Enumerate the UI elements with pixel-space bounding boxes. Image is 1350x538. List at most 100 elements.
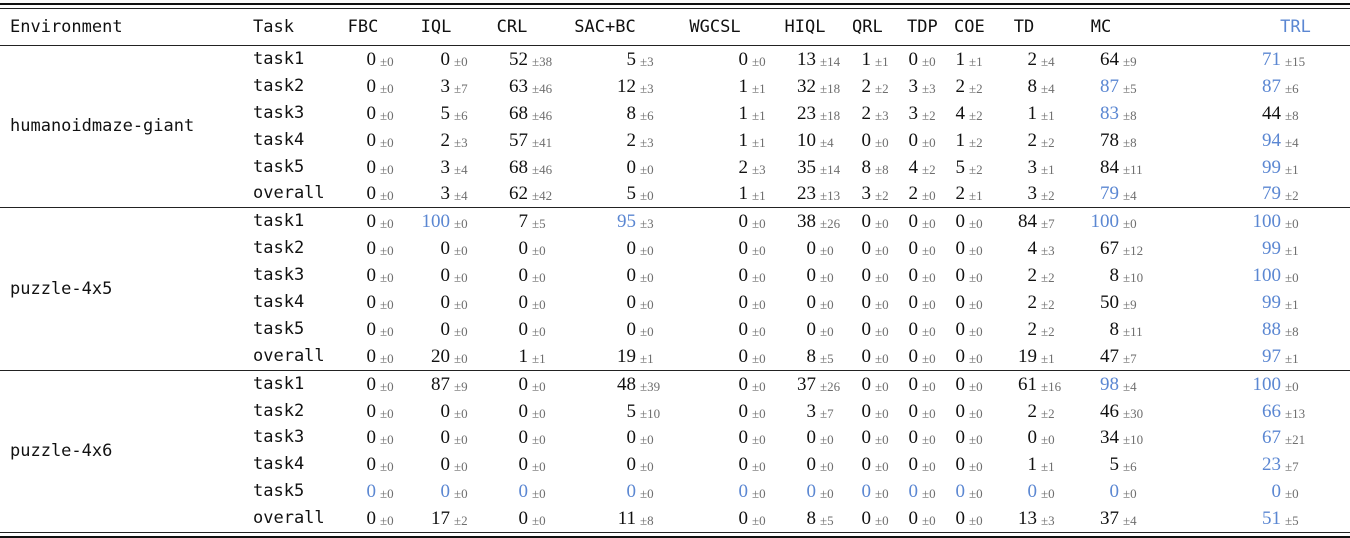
std-value: ±0 [820, 486, 834, 502]
col-header-tdp: TDP [907, 9, 954, 46]
score-value: 88 [1262, 318, 1281, 340]
score-value: 5 [440, 102, 451, 124]
std-value: ±1 [532, 350, 546, 366]
std-value: ±14 [820, 53, 841, 69]
score-cell: 79 ±2 [1155, 180, 1350, 207]
task-label: task2 [253, 400, 305, 421]
std-value: ±3 [454, 134, 468, 150]
table-row-humanoidmaze-giant-task4: task4 0 ±0 2 ±3 57 ±41 2 ±3 1 ±1 10 ±4 0 ±0 0 ±0 1 ±2 2 ±2 78… [0, 127, 1350, 154]
task-label: task2 [253, 238, 305, 259]
table-row-puzzle-4x5-task5: task5 0 ±0 0 ±0 0 ±0 0 ±0 0 ±0 0 ±0 0 ±0 0 ±0 0 ±0 2 ±2 8 ±11 8… [0, 316, 1350, 343]
score-value: 2 [955, 75, 966, 97]
score-value: 2 [955, 183, 966, 205]
score-cell: 64 ±9 [1073, 44, 1155, 73]
score-cell: 2 ±2 [1001, 316, 1073, 343]
score-cell: 0 ±0 [672, 44, 784, 73]
score-value: 0 [908, 454, 919, 476]
std-value: ±7 [454, 80, 468, 96]
score-value: 66 [1262, 400, 1281, 422]
score-value: 1 [1027, 454, 1038, 476]
score-cell: 34 ±10 [1073, 424, 1155, 451]
std-value: ±0 [380, 432, 394, 448]
score-cell: 0 ±0 [852, 505, 907, 532]
score-value: 3 [440, 156, 451, 178]
std-value: ±3 [875, 107, 889, 123]
score-cell: 100 ±0 [1155, 369, 1350, 398]
score-cell: 0 ±0 [954, 424, 1001, 451]
score-cell: 0 ±0 [954, 343, 1001, 370]
score-value: 1 [518, 345, 529, 367]
col-header-wgcsl: WGCSL [672, 9, 784, 46]
score-value: 0 [861, 265, 872, 287]
std-value: ±11 [1123, 161, 1143, 177]
score-value: 99 [1262, 291, 1281, 313]
score-value: 0 [738, 454, 749, 476]
score-value: 71 [1262, 48, 1281, 70]
score-cell: 0 ±0 [784, 235, 852, 262]
score-cell: 0 ±0 [412, 316, 486, 343]
score-cell: 84 ±11 [1073, 154, 1155, 181]
table-row-humanoidmaze-giant-task1: humanoidmaze-giant task1 0 ±0 0 ±0 52 ±38 5 ±3 0 ±0… [0, 44, 1350, 208]
score-cell: 0 ±0 [784, 262, 852, 289]
table-row-puzzle-4x6-task4: task4 0 ±0 0 ±0 0 ±0 0 ±0 0 ±0 0 ±0 0 ±0 0 ±0 0 ±0 1 ±1 5 ±6 23… [0, 451, 1350, 478]
std-value: ±0 [820, 323, 834, 339]
score-value: 19 [617, 345, 636, 367]
score-cell: 0 ±0 [784, 478, 852, 505]
score-value: 44 [1262, 102, 1281, 124]
std-value: ±0 [454, 243, 468, 259]
score-value: 0 [518, 291, 529, 313]
score-value: 8 [806, 345, 817, 367]
score-cell: 0 ±0 [907, 505, 954, 532]
score-cell: 17 ±2 [412, 505, 486, 532]
std-value: ±0 [380, 188, 394, 204]
table-row-puzzle-4x5-overall: overall 0 ±0 20 ±0 1 ±1 19 ±1 0 ±0 8 ±5 0 ±0 0 ±0 0 ±0 19 ±1… [0, 343, 1350, 370]
score-cell: 0 ±0 [672, 289, 784, 316]
score-cell: 0 ±0 [672, 369, 784, 398]
std-value: ±2 [922, 107, 936, 123]
std-value: ±6 [454, 107, 468, 123]
score-value: 0 [518, 508, 529, 530]
score-value: 37 [1100, 508, 1119, 530]
score-cell: 83 ±8 [1073, 100, 1155, 127]
score-cell: 0 ±0 [486, 398, 564, 425]
std-value: ±0 [875, 216, 889, 232]
score-cell: 0 ±0 [412, 478, 486, 505]
std-value: ±1 [1041, 161, 1055, 177]
score-value: 67 [1262, 427, 1281, 449]
std-value: ±1 [752, 134, 766, 150]
score-cell: 0 ±0 [672, 451, 784, 478]
score-value: 0 [738, 508, 749, 530]
std-value: ±1 [1041, 459, 1055, 475]
task-label: task4 [253, 454, 305, 475]
score-value: 0 [1109, 481, 1120, 503]
score-value: 0 [738, 481, 749, 503]
score-cell: 0 ±0 [340, 44, 412, 73]
std-value: ±1 [875, 53, 889, 69]
score-cell: 0 ±0 [907, 207, 954, 236]
col-header-coe: COE [954, 9, 1001, 46]
score-cell: 100 ±0 [1155, 262, 1350, 289]
score-cell: 0 ±0 [672, 478, 784, 505]
score-value: 0 [1027, 481, 1038, 503]
std-value: ±0 [820, 296, 834, 312]
task-label: task5 [253, 318, 305, 339]
table-row-puzzle-4x5-task4: task4 0 ±0 0 ±0 0 ±0 0 ±0 0 ±0 0 ±0 0 ±0 0 ±0 0 ±0 2 ±2 50 ±9 9… [0, 289, 1350, 316]
score-value: 1 [738, 129, 749, 151]
task-label: overall [253, 183, 325, 204]
score-value: 84 [1018, 211, 1037, 233]
std-value: ±2 [922, 161, 936, 177]
std-value: ±13 [1285, 405, 1306, 421]
std-value: ±0 [454, 270, 468, 286]
std-value: ±5 [820, 513, 834, 529]
score-cell: 100 ±0 [412, 207, 486, 236]
score-cell: 79 ±4 [1073, 180, 1155, 207]
score-value: 0 [366, 75, 377, 97]
score-value: 1 [738, 75, 749, 97]
score-cell: 1 ±1 [672, 73, 784, 100]
std-value: ±0 [969, 350, 983, 366]
score-value: 100 [1252, 265, 1282, 287]
score-value: 0 [1027, 427, 1038, 449]
score-cell: 32 ±18 [784, 73, 852, 100]
table-row-puzzle-4x6-task5: task5 0 ±0 0 ±0 0 ±0 0 ±0 0 ±0 0 ±0 0 ±0 0 ±0 0 ±0 0 ±0 0 ±0 0 ±… [0, 478, 1350, 505]
score-cell: 0 ±0 [564, 451, 672, 478]
